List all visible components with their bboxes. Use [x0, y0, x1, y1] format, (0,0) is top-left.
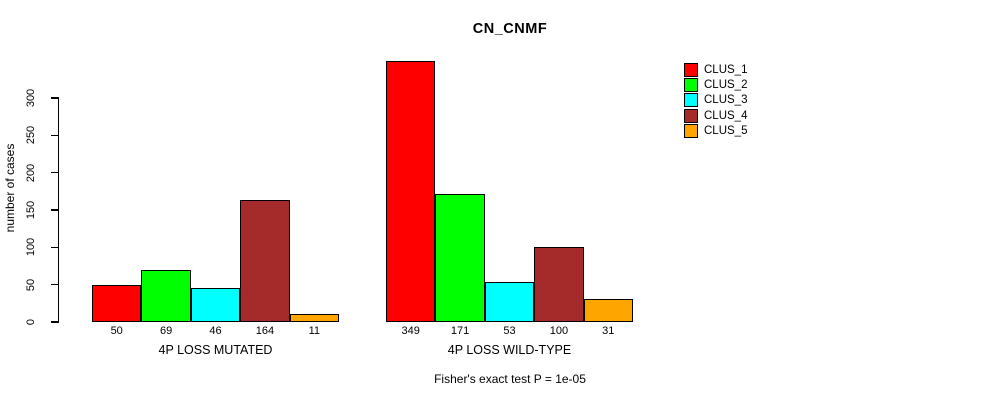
y-tick-label: 200 — [25, 163, 37, 182]
y-axis-title: number of cases — [3, 143, 17, 233]
legend-row: CLUS_3 — [684, 93, 747, 108]
legend: CLUS_1 CLUS_2 CLUS_3 CLUS_4 CLUS_5 — [684, 62, 747, 139]
legend-label: CLUS_5 — [704, 125, 748, 138]
group-label: 4P LOSS MUTATED — [158, 342, 273, 357]
bar-clus_5-group1 — [289, 313, 339, 322]
bar-clus_3-group2 — [484, 282, 535, 322]
bar-value-label: 11 — [308, 325, 321, 337]
legend-swatch-clus_3 — [684, 93, 698, 108]
y-tick-label: 300 — [25, 88, 37, 108]
legend-row: CLUS_5 — [684, 124, 747, 139]
bar-value-label: 46 — [209, 325, 222, 337]
y-tick-label: 50 — [25, 278, 37, 291]
y-tick-mark — [51, 246, 58, 248]
legend-row: CLUS_1 — [684, 62, 747, 77]
y-tick-mark — [51, 172, 58, 174]
y-tick-mark — [51, 97, 58, 99]
legend-swatch-clus_2 — [684, 78, 698, 93]
bar-clus_1-group1 — [92, 284, 142, 322]
bar-value-label: 31 — [602, 325, 615, 337]
chart-title: CN_CNMF — [472, 21, 548, 37]
fisher-test-annotation: Fisher's exact test P = 1e-05 — [434, 372, 586, 386]
group-label: 4P LOSS WILD-TYPE — [447, 342, 572, 357]
bar-clus_4-group2 — [534, 247, 584, 322]
y-tick-label: 250 — [25, 126, 37, 145]
y-tick-label: 0 — [25, 318, 37, 326]
bar-value-label: 164 — [255, 325, 275, 337]
legend-label: CLUS_2 — [704, 79, 748, 92]
y-tick-label: 150 — [25, 200, 37, 220]
legend-swatch-clus_5 — [684, 124, 698, 139]
bar-value-label: 100 — [549, 325, 569, 337]
legend-row: CLUS_4 — [684, 108, 747, 123]
legend-label: CLUS_1 — [704, 63, 748, 76]
bar-clus_2-group2 — [435, 194, 485, 322]
bar-value-label: 171 — [450, 325, 470, 337]
y-tick-mark — [51, 134, 58, 136]
y-tick-mark — [51, 209, 58, 211]
legend-row: CLUS_2 — [684, 77, 748, 93]
bar-value-label: 349 — [401, 325, 420, 337]
legend-label: CLUS_3 — [704, 94, 748, 107]
bar-clus_5-group2 — [583, 298, 633, 322]
legend-label: CLUS_4 — [704, 109, 748, 122]
bar-clus_1-group2 — [386, 61, 436, 322]
bar-value-label: 69 — [159, 325, 173, 337]
legend-swatch-clus_4 — [684, 108, 698, 123]
bar-clus_3-group1 — [190, 287, 241, 322]
bar-clus_2-group1 — [141, 270, 191, 322]
y-tick-label: 100 — [25, 238, 37, 257]
bar-value-label: 50 — [110, 325, 123, 337]
bar-clus_4-group1 — [240, 199, 290, 322]
y-tick-mark — [51, 284, 58, 286]
y-axis-line — [58, 97, 60, 323]
y-tick-mark — [51, 321, 58, 323]
bar-value-label: 53 — [503, 325, 516, 337]
legend-swatch-clus_1 — [684, 62, 698, 77]
